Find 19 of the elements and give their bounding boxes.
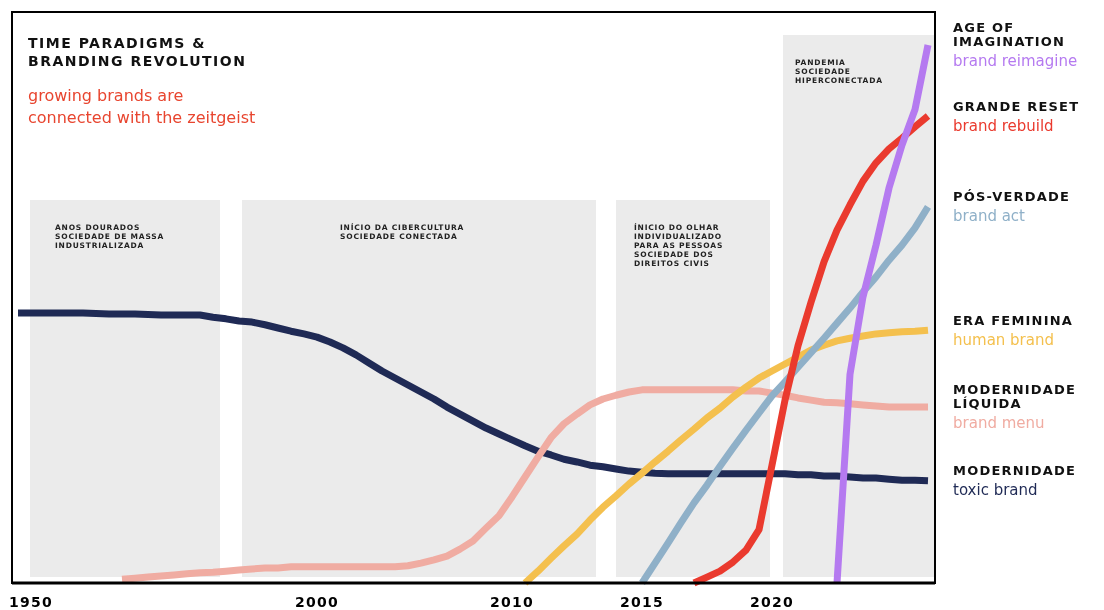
text: growing brands are connected with the zeitgeist (28, 86, 256, 127)
series-label: brand reimagine (953, 52, 1078, 70)
x-tick-label: 2015 (620, 594, 664, 610)
x-tick-label: 2010 (490, 594, 534, 610)
text: GRANDE RESET (953, 98, 1080, 114)
x-tick-label: 1950 (9, 594, 53, 610)
x-tick-label: 2020 (750, 594, 794, 610)
text: MODERNIDADE LÍQUIDA (953, 382, 1077, 412)
x-tick-label: 2000 (295, 594, 339, 610)
series-label: brand rebuild (953, 116, 1054, 135)
text: PÓS-VERDADE (953, 189, 1071, 205)
series-label: toxic brand (953, 481, 1038, 500)
text: ERA FEMININA (953, 312, 1074, 328)
text: AGE OF IMAGINATION (953, 20, 1066, 49)
series-label: brand act (953, 207, 1026, 226)
chart-title: TIME PARADIGMS & BRANDING REVOLUTION (28, 35, 247, 69)
series-label: human brand (953, 330, 1055, 349)
text: MODERNIDADE (953, 463, 1077, 479)
series-label: brand menu (953, 414, 1045, 433)
